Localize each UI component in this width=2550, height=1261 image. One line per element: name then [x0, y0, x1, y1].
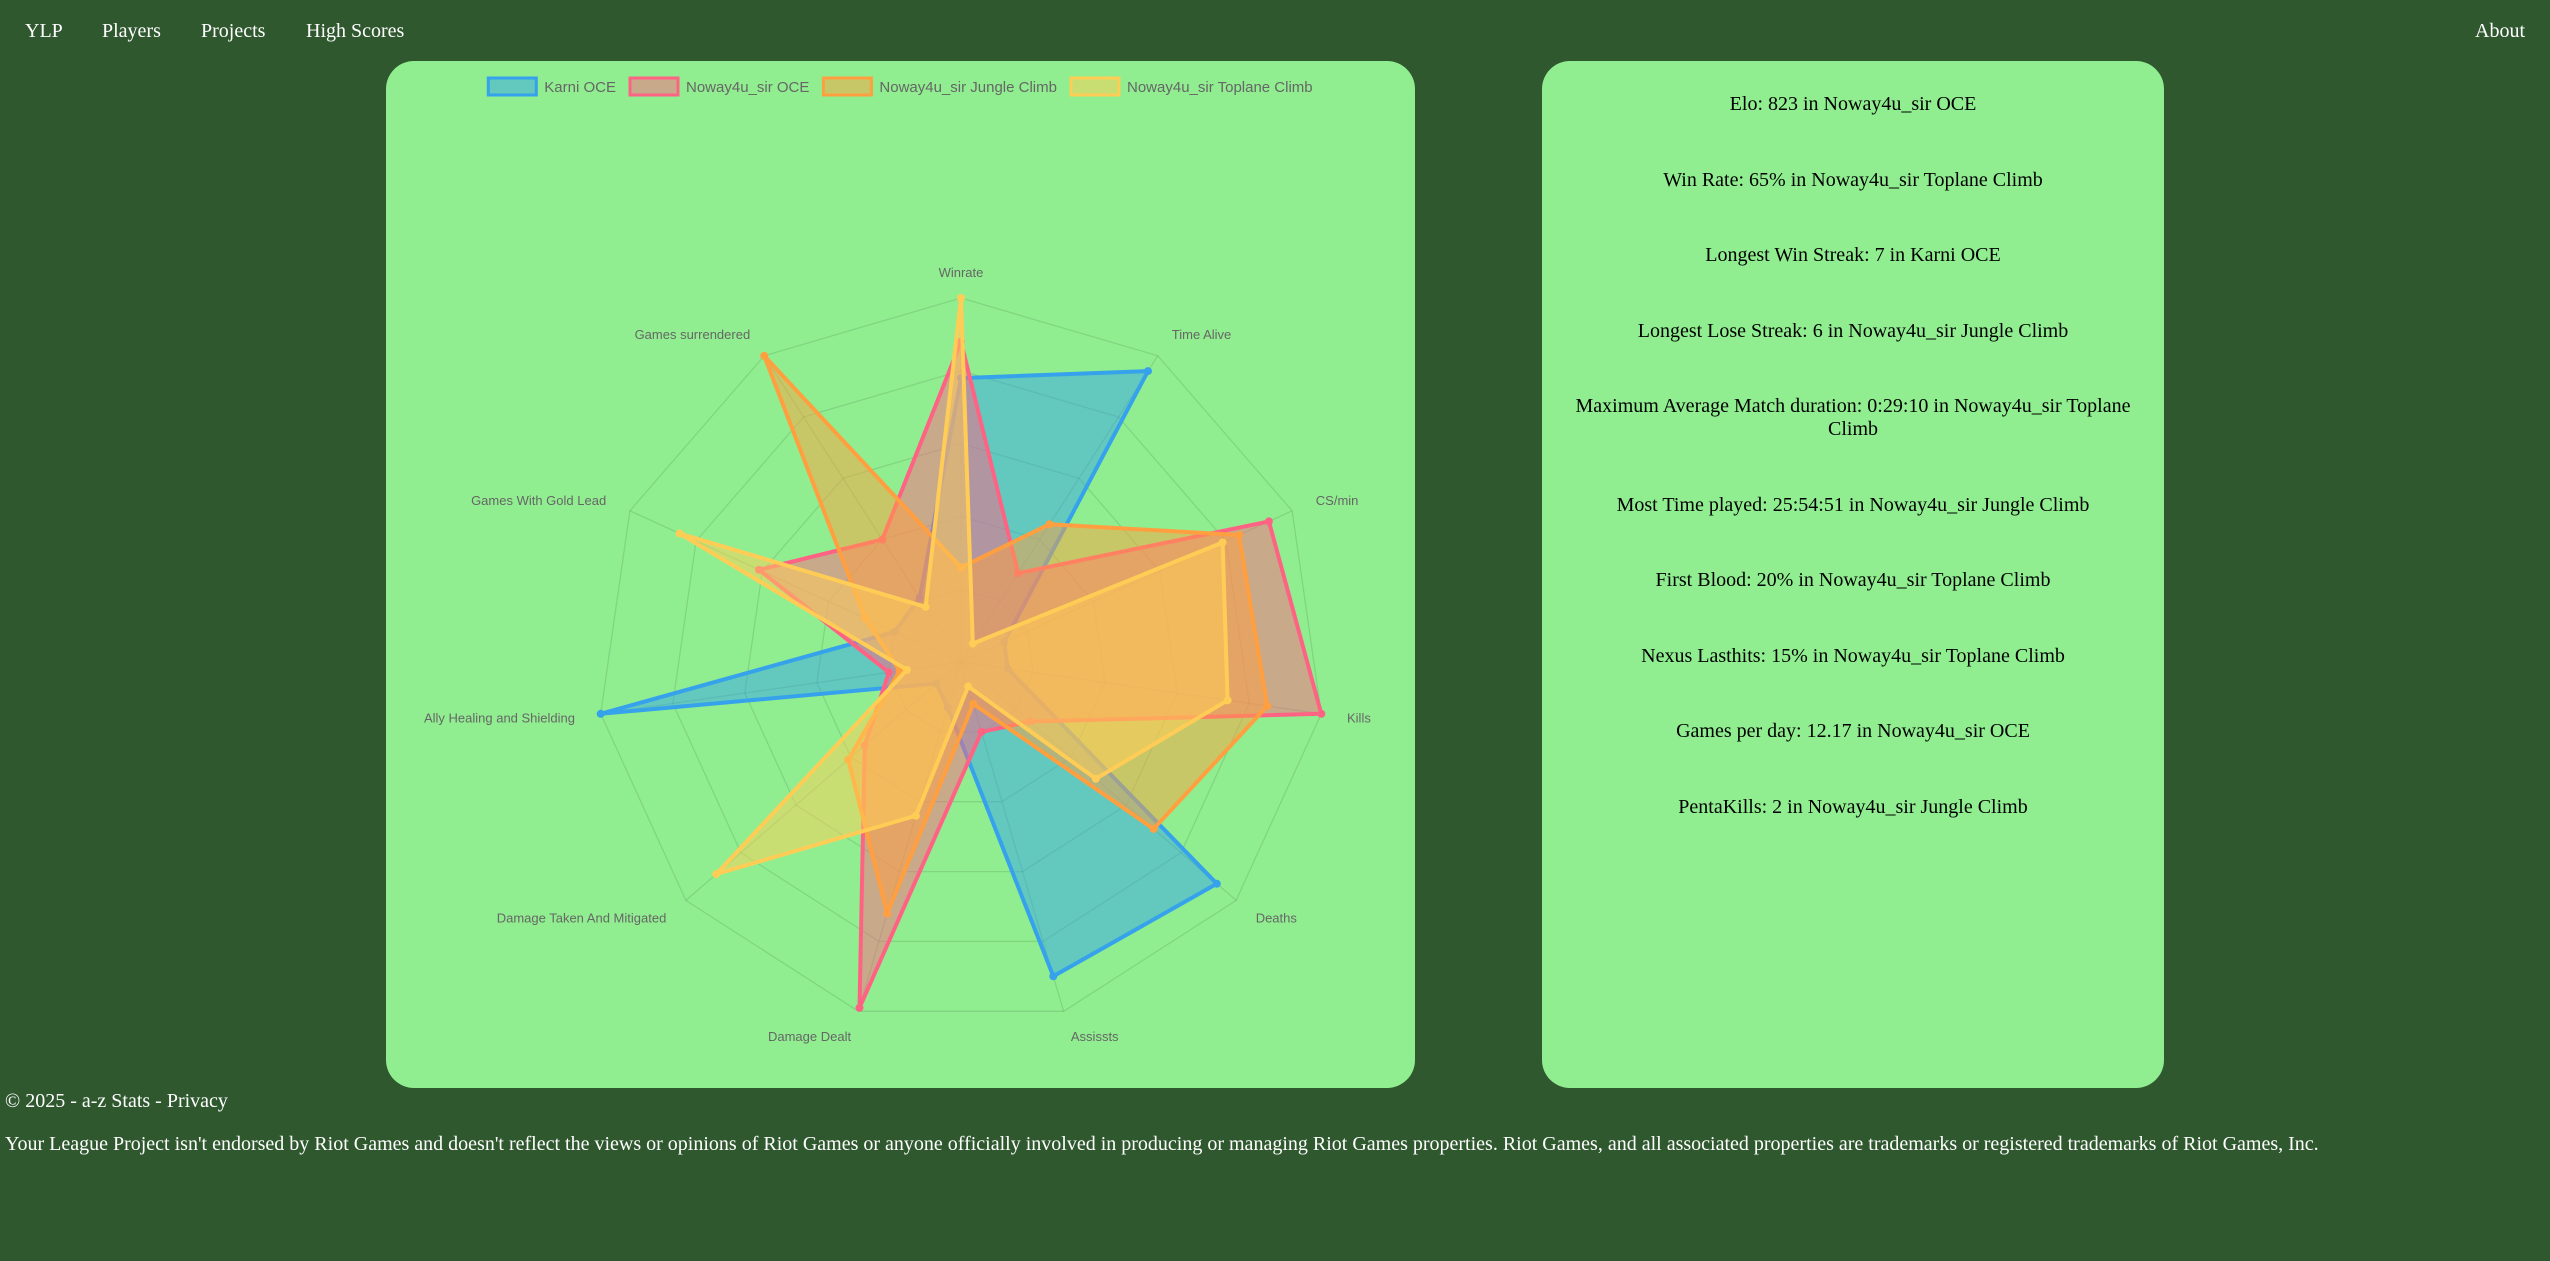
radar-data-point[interactable]	[712, 870, 721, 879]
radar-axis-label: Time Alive	[1172, 327, 1231, 342]
radar-data-point[interactable]	[1218, 538, 1227, 547]
radar-data-point[interactable]	[977, 727, 986, 736]
radar-series-area[interactable]	[677, 296, 1230, 877]
radar-grid-ring	[672, 370, 1250, 943]
radar-axis-label: Games surrendered	[635, 327, 751, 342]
radar-axis-label: Winrate	[939, 265, 984, 280]
footer-copyright-text: © 2025 - a-z Stats -	[5, 1090, 167, 1112]
stats-card: Elo: 823 in Noway4u_sir OCE Win Rate: 65…	[1542, 61, 2164, 1088]
legend-item[interactable]: Noway4u_sir OCE	[628, 76, 809, 97]
radar-axis-label: Damage Dealt	[768, 1029, 851, 1044]
chart-legend: Karni OCE Noway4u_sir OCE Noway4u_sir Jung…	[486, 76, 1313, 97]
radar-series-group	[675, 294, 1232, 879]
legend-swatch	[821, 76, 873, 97]
footer-privacy-link[interactable]: Privacy	[166, 1090, 228, 1112]
radar-axis-label: Assissts	[1071, 1029, 1119, 1044]
radar-data-point[interactable]	[969, 699, 978, 708]
legend-label: Noway4u_sir Jungle Climb	[879, 79, 1057, 96]
footer-copyright: © 2025 - a-z Stats - Privacy	[5, 1089, 228, 1113]
legend-item[interactable]: Noway4u_sir Jungle Climb	[821, 76, 1057, 97]
radar-data-point[interactable]	[1045, 520, 1054, 529]
radar-data-point[interactable]	[883, 909, 892, 918]
legend-swatch	[1069, 76, 1121, 97]
nav-link-projects[interactable]: Projects	[201, 20, 266, 42]
radar-axis-label: Damage Taken And Mitigated	[497, 910, 667, 925]
radar-data-point[interactable]	[1264, 517, 1273, 526]
stat-pentakills: PentaKills: 2 in Noway4u_sir Jungle Clim…	[1678, 796, 2028, 818]
legend-item[interactable]: Karni OCE	[486, 76, 616, 97]
radar-data-point[interactable]	[911, 811, 920, 820]
radar-data-point[interactable]	[1049, 972, 1058, 981]
stat-win-rate: Win Rate: 65% in Noway4u_sir Toplane Cli…	[1663, 169, 2043, 191]
legend-swatch	[628, 76, 680, 97]
legend-label: Noway4u_sir OCE	[686, 79, 809, 96]
footer-disclaimer: Your League Project isn't endorsed by Ri…	[5, 1133, 2319, 1155]
stat-max-match-duration: Maximum Average Match duration: 0:29:10 …	[1575, 395, 2131, 440]
radar-axis-label: Games With Gold Lead	[471, 493, 606, 508]
legend-label: Karni OCE	[544, 79, 616, 96]
legend-label: Noway4u_sir Toplane Climb	[1127, 79, 1313, 96]
radar-data-point[interactable]	[1144, 367, 1152, 376]
radar-data-point[interactable]	[1317, 709, 1326, 718]
stat-first-blood: First Blood: 20% in Noway4u_sir Toplane …	[1655, 569, 2051, 591]
stat-longest-win-streak: Longest Win Streak: 7 in Karni OCE	[1705, 244, 2001, 266]
radar-data-point[interactable]	[1091, 774, 1100, 783]
radar-series	[596, 294, 1326, 1012]
radar-axis-label: CS/min	[1316, 493, 1359, 508]
radar-data-point[interactable]	[760, 351, 769, 360]
radar-data-point[interactable]	[1235, 531, 1244, 539]
stat-games-per-day: Games per day: 12.17 in Noway4u_sir OCE	[1676, 720, 2030, 742]
radar-grid-ring	[600, 297, 1322, 1012]
nav-link-players[interactable]: Players	[102, 20, 161, 42]
nav-link-about[interactable]: About	[2475, 20, 2525, 42]
radar-data-point[interactable]	[1149, 824, 1158, 833]
radar-chart-card: Karni OCE Noway4u_sir OCE Noway4u_sir Jung…	[386, 61, 1415, 1088]
radar-data-point[interactable]	[957, 294, 965, 302]
stat-nexus-lasthits: Nexus Lasthits: 15% in Noway4u_sir Topla…	[1641, 645, 2065, 667]
stat-most-time-played: Most Time played: 25:54:51 in Noway4u_si…	[1616, 494, 2090, 516]
top-navbar: YLP Players Projects High Scores About	[0, 0, 2550, 64]
nav-link-high-scores[interactable]: High Scores	[306, 20, 405, 42]
radar-data-point[interactable]	[1212, 879, 1221, 888]
nav-brand-link[interactable]: YLP	[25, 20, 63, 42]
radar-data-point[interactable]	[675, 529, 684, 538]
radar-data-point[interactable]	[903, 665, 911, 674]
radar-data-point[interactable]	[921, 602, 930, 611]
radar-data-point[interactable]	[855, 1003, 864, 1012]
radar-axis-labels: Winrate Time Alive CS/min Kills Deaths Assiss…	[424, 265, 1371, 1044]
radar-data-point[interactable]	[964, 682, 973, 691]
legend-item[interactable]: Noway4u_sir Toplane Climb	[1069, 76, 1313, 97]
radar-chart: Karni OCE Noway4u_sir OCE Noway4u_sir Jung…	[424, 76, 1371, 1044]
stat-longest-lose-streak: Longest Lose Streak: 6 in Noway4u_sir Ju…	[1637, 320, 2069, 342]
stat-elo: Elo: 823 in Noway4u_sir OCE	[1729, 93, 1977, 115]
legend-swatch	[486, 76, 538, 97]
radar-data-point[interactable]	[596, 709, 605, 718]
radar-data-point[interactable]	[1263, 702, 1272, 710]
radar-axis-label: Deaths	[1256, 910, 1298, 925]
radar-data-point[interactable]	[884, 668, 893, 677]
radar-axis-label: Ally Healing and Shielding	[424, 711, 575, 726]
radar-data-point[interactable]	[968, 639, 977, 648]
radar-data-point[interactable]	[1223, 696, 1232, 705]
radar-axis-label: Kills	[1347, 711, 1371, 726]
